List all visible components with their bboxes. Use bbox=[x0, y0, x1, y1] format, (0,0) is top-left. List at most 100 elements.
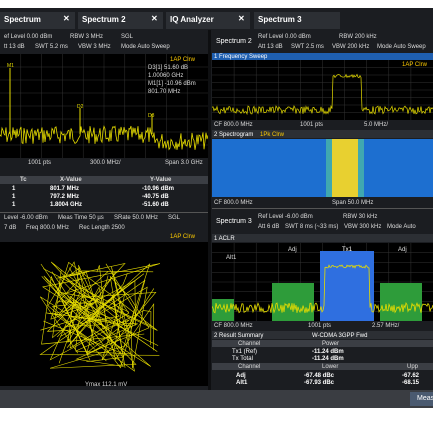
marker-label: M1 bbox=[7, 63, 14, 69]
info: Mode Auto bbox=[387, 224, 416, 230]
info: Ref Level 0.00 dBm bbox=[258, 34, 311, 40]
constellation-trace bbox=[66, 273, 145, 349]
table-header bbox=[212, 340, 433, 347]
info: RBW 3 MHz bbox=[70, 34, 103, 40]
constellation-trace bbox=[64, 299, 159, 355]
divider bbox=[212, 208, 433, 209]
info: SWT 8 ms (~33 ms) bbox=[285, 224, 339, 230]
trace bbox=[212, 73, 433, 116]
footer: Span 3.0 GHz bbox=[165, 160, 203, 166]
info: Freq 800.0 MHz bbox=[26, 225, 70, 231]
footer: CF 800.0 MHz bbox=[214, 200, 253, 206]
table-cell: 1 bbox=[12, 186, 16, 192]
table-header-cell: Channel bbox=[238, 341, 261, 347]
constellation-trace bbox=[49, 267, 152, 361]
info: VBW 300 kHz bbox=[344, 224, 382, 230]
marker-label: D2 bbox=[77, 104, 84, 110]
constellation-trace bbox=[80, 275, 126, 368]
section-header bbox=[212, 234, 433, 242]
sweep-plot bbox=[212, 60, 433, 120]
table-cell: 1 bbox=[12, 194, 16, 200]
info: SRate 50.0 MHz bbox=[114, 215, 159, 221]
adj-channel bbox=[272, 283, 314, 321]
channel-label: Adj bbox=[288, 247, 297, 253]
tx-channel bbox=[320, 251, 374, 321]
channel-label: Adj bbox=[398, 247, 407, 253]
footer: 1001 pts bbox=[300, 122, 324, 128]
table-cell: Alt1 bbox=[236, 380, 248, 386]
tab-label: IQ Analyzer bbox=[170, 15, 214, 24]
table-cell: Tx Total bbox=[232, 356, 253, 362]
footer: CF 800.0 MHz bbox=[214, 323, 253, 329]
constellation-trace bbox=[41, 276, 148, 369]
info: Rec Length 2500 bbox=[79, 225, 125, 231]
info: Mode Auto Sweep bbox=[121, 44, 170, 50]
tab-label: Spectrum 3 bbox=[258, 15, 302, 24]
tab[interactable] bbox=[166, 12, 250, 29]
table-cell: -51.60 dB bbox=[142, 202, 169, 208]
section-title: 2 Spectrogram bbox=[214, 132, 254, 138]
info: Mode Auto Sweep bbox=[377, 44, 426, 50]
constellation-trace bbox=[41, 275, 155, 355]
panel-title: Spectrum 2 bbox=[216, 38, 252, 45]
trace bbox=[0, 125, 208, 151]
adj-channel bbox=[212, 299, 234, 321]
info: ef Level 0.00 dBm bbox=[4, 34, 53, 40]
constellation-trace bbox=[53, 266, 135, 372]
table-cell: -40.75 dB bbox=[142, 194, 169, 200]
marker-info: 801.70 MHz bbox=[148, 89, 181, 95]
info: 7 dB bbox=[4, 225, 17, 231]
footer: 1001 pts bbox=[308, 323, 332, 329]
meas-button[interactable] bbox=[410, 392, 433, 406]
trace-label: 1AP Clrw bbox=[170, 57, 195, 63]
trace-label: 1AP Clrw bbox=[170, 234, 195, 240]
tab-close[interactable]: ✕ bbox=[151, 14, 158, 23]
table-cell: -67.93 dBc bbox=[304, 380, 335, 386]
marker-label: D3 bbox=[148, 113, 155, 119]
tab[interactable] bbox=[78, 12, 163, 29]
info: SGL bbox=[168, 215, 181, 221]
table-cell: -11.24 dBm bbox=[312, 356, 344, 362]
info: SWT 5.2 ms bbox=[35, 44, 68, 50]
table-header-cell: Power bbox=[322, 341, 340, 347]
tab[interactable] bbox=[254, 12, 340, 29]
standard: W-CDMA 3GPP Fwd bbox=[312, 333, 368, 339]
section-header bbox=[212, 130, 433, 138]
adj-channel bbox=[380, 283, 422, 321]
info: VBW 3 MHz bbox=[78, 44, 111, 50]
info: Level -6.00 dBm bbox=[4, 215, 48, 221]
constellation-trace bbox=[39, 296, 151, 367]
footer: 300.0 MHz/ bbox=[90, 160, 121, 166]
table-cell: 1.8004 GHz bbox=[50, 202, 83, 208]
signal-edge bbox=[358, 139, 364, 197]
table-cell: 801.7 MHz bbox=[50, 186, 80, 192]
info: tt 13 dB bbox=[4, 44, 25, 50]
table-cell: -11.24 dBm bbox=[312, 349, 344, 355]
tab-close[interactable]: ✕ bbox=[238, 14, 245, 23]
tab-close[interactable]: ✕ bbox=[63, 14, 70, 23]
table-cell: -68.15 bbox=[402, 380, 420, 386]
footer: 1001 pts bbox=[28, 160, 52, 166]
trace bbox=[212, 264, 433, 314]
divider bbox=[0, 212, 208, 213]
footer: Span 50.0 MHz bbox=[332, 200, 374, 206]
table-header-cell: Tc bbox=[20, 177, 27, 183]
tab[interactable] bbox=[0, 12, 75, 29]
table-cell: -10.96 dBm bbox=[142, 186, 175, 192]
channel-label: Tx1 bbox=[342, 247, 353, 253]
info: Meas Time 50 µs bbox=[58, 215, 104, 221]
table-cell: Tx1 (Ref) bbox=[232, 349, 258, 355]
info: Ref Level -6.00 dBm bbox=[258, 214, 313, 220]
panel-title: Spectrum 3 bbox=[216, 218, 252, 225]
section-header bbox=[212, 331, 433, 339]
info: SGL bbox=[121, 34, 134, 40]
marker-info: 1.00060 GHz bbox=[148, 73, 184, 79]
section-header bbox=[212, 53, 433, 60]
table-header-cell: X-Value bbox=[60, 177, 82, 183]
section-title: 1 Frequency Sweep bbox=[214, 54, 268, 60]
trace-label: 1AP Clrw bbox=[402, 62, 427, 68]
aclr-plot bbox=[212, 243, 433, 321]
meas-button-label: Meas bbox=[417, 395, 433, 402]
info: RBW 30 kHz bbox=[343, 214, 378, 220]
